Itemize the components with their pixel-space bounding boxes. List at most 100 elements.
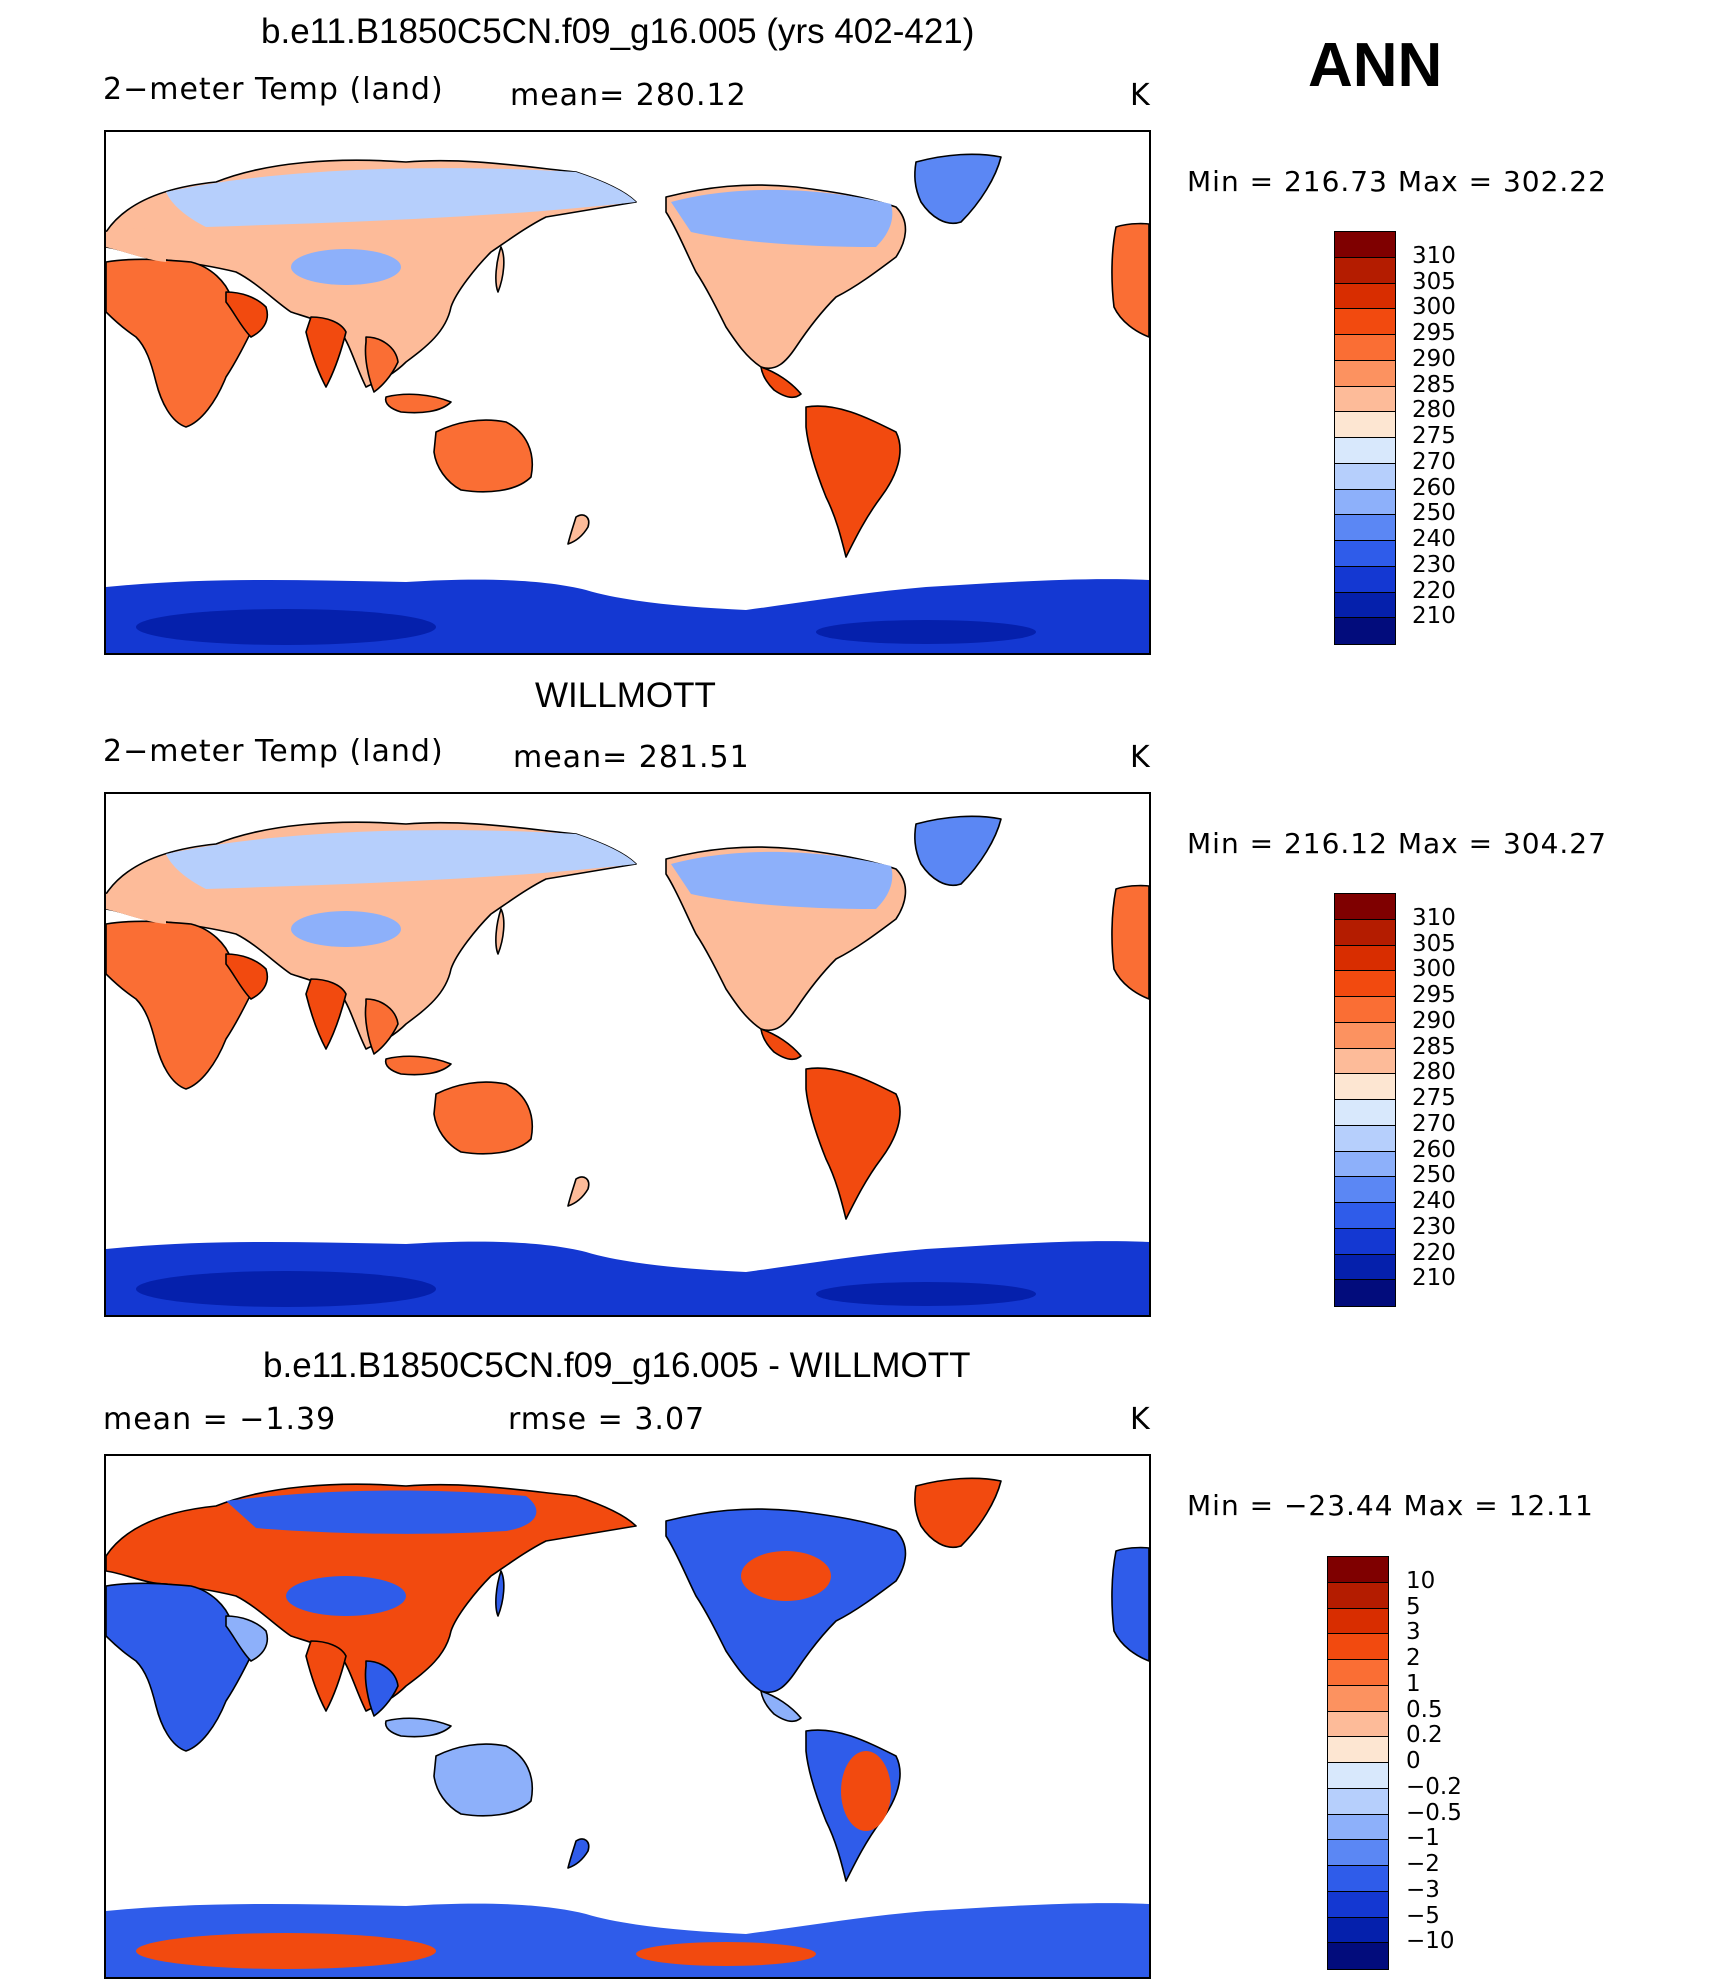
colorbar-tick-label: 275 (1412, 1085, 1456, 1111)
colorbar-tick-label: 300 (1412, 956, 1456, 983)
sa-warm-patch-shape (841, 1751, 891, 1831)
colorbar-tick-label: −10 (1406, 1928, 1455, 1955)
tibet-cold-shape (291, 911, 401, 947)
colorbar-tick-label: −0.2 (1406, 1773, 1462, 1800)
africa-shape (106, 1582, 257, 1752)
siberia-cold-band-shape (166, 830, 636, 889)
colorbar-swatch (1335, 1280, 1395, 1306)
colorbar-tick-label: 1 (1406, 1670, 1421, 1697)
colorbar-swatch (1328, 1711, 1388, 1738)
colorbar-tick-label: 220 (1412, 577, 1456, 604)
colorbar-swatch (1335, 463, 1395, 490)
colorbar-tick-label: 295 (1412, 982, 1456, 1008)
colorbar-swatch (1328, 1737, 1388, 1763)
colorbar-swatch (1328, 1557, 1388, 1583)
arabia-shape (225, 1615, 269, 1662)
colorbar-tick-label: 310 (1412, 904, 1456, 931)
colorbar-tick-label: 210 (1412, 1265, 1456, 1292)
panel-1-units-label: K (1130, 78, 1151, 113)
colorbar-tick-label: 270 (1412, 448, 1456, 475)
colorbar-swatch (1328, 1814, 1388, 1841)
colorbar-tick-label: 220 (1412, 1239, 1456, 1266)
colorbar-swatch (1335, 541, 1395, 567)
arabia-shape (225, 291, 269, 338)
colorbar-swatch (1328, 1634, 1388, 1660)
panel-3-title: b.e11.B1850C5CN.f09_g16.005 - WILLMOTT (263, 1346, 971, 1385)
colorbar-swatch (1328, 1866, 1388, 1892)
antarctica-interior-shape (136, 1933, 436, 1969)
indonesia-shape (384, 393, 452, 414)
colorbar-swatch (1328, 1582, 1388, 1609)
colorbar-tick-label: 0.2 (1406, 1722, 1443, 1749)
panel-3-map (104, 1454, 1151, 1979)
africa-shape (106, 258, 257, 428)
colorbar-swatch (1335, 971, 1395, 997)
colorbar-swatch (1335, 1022, 1395, 1049)
colorbar-swatch (1328, 1660, 1388, 1686)
panel-2-minmax: Min = 216.12 Max = 304.27 (1187, 827, 1607, 860)
panel-1-title: b.e11.B1850C5CN.f09_g16.005 (yrs 402-421… (261, 12, 975, 51)
australia-shape (433, 419, 533, 493)
panel-1-variable-label: 2−meter Temp (land) (103, 72, 444, 107)
colorbar-swatch (1335, 412, 1395, 438)
new-zealand-shape (567, 1176, 590, 1207)
australia-shape (433, 1743, 533, 1817)
colorbar-tick-label: −3 (1406, 1876, 1440, 1903)
colorbar-swatch (1335, 1100, 1395, 1126)
west-africa-europe-edge-shape (1111, 1546, 1149, 1662)
europe-cool-shape (106, 228, 166, 262)
colorbar-tick-label: 260 (1412, 474, 1456, 501)
colorbar-tick-label: 0.5 (1406, 1696, 1443, 1723)
colorbar-swatch (1335, 1203, 1395, 1229)
colorbar-swatch (1335, 566, 1395, 593)
india-shape (305, 316, 347, 388)
colorbar-swatch (1328, 1685, 1388, 1712)
tibet-diff-shape (286, 1576, 406, 1616)
colorbar-swatch (1335, 1177, 1395, 1203)
colorbar-swatch (1328, 1788, 1388, 1815)
west-africa-europe-edge-shape (1111, 222, 1149, 338)
west-africa-europe-edge-shape (1111, 884, 1149, 1000)
europe-cool-shape (106, 890, 166, 924)
colorbar-swatch (1328, 1943, 1388, 1969)
australia-shape (433, 1081, 533, 1155)
siberia-diff-shape (226, 1490, 537, 1534)
colorbar-tick-label: 250 (1412, 500, 1456, 527)
colorbar-swatch (1335, 1254, 1395, 1281)
south-america-shape (805, 1067, 901, 1220)
colorbar-tick-label: 295 (1412, 320, 1456, 346)
central-america-shape (760, 1028, 802, 1061)
colorbar-tick-label: 285 (1412, 371, 1456, 398)
colorbar-swatch (1328, 1608, 1388, 1635)
colorbar-swatch (1328, 1763, 1388, 1789)
colorbar-tick-label: 290 (1412, 345, 1456, 372)
colorbar-tick-label: 250 (1412, 1162, 1456, 1189)
panel-2-variable-label: 2−meter Temp (land) (103, 734, 444, 769)
south-america-shape (805, 405, 901, 558)
colorbar-tick-label: −0.5 (1406, 1799, 1462, 1826)
siberia-cold-band-shape (166, 168, 636, 227)
colorbar-tick-label: 240 (1412, 1188, 1456, 1214)
colorbar-swatch (1335, 997, 1395, 1023)
colorbar-swatch (1335, 894, 1395, 920)
colorbar-tick-label: 260 (1412, 1136, 1456, 1163)
new-zealand-shape (567, 1838, 590, 1869)
colorbar-swatch (1328, 1891, 1388, 1918)
panel-3-minmax: Min = −23.44 Max = 12.11 (1187, 1489, 1594, 1522)
colorbar-swatch (1335, 1151, 1395, 1178)
colorbar-swatch (1335, 360, 1395, 387)
colorbar-tick-label: 240 (1412, 526, 1456, 552)
colorbar-swatch (1335, 335, 1395, 361)
india-shape (305, 978, 347, 1050)
panel-3-rmse-label: rmse = 3.07 (508, 1402, 706, 1437)
japan-shape (495, 1570, 505, 1617)
panel-3-map-svg (106, 1477, 1149, 1977)
panel-3-mean-label: mean = −1.39 (103, 1402, 337, 1437)
colorbar-swatch (1335, 438, 1395, 464)
colorbar-tick-label: 230 (1412, 1213, 1456, 1240)
colorbar-swatch (1335, 945, 1395, 972)
colorbar-swatch (1335, 618, 1395, 644)
colorbar-swatch (1335, 592, 1395, 619)
colorbar-swatch (1328, 1840, 1388, 1866)
antarctica-interior-shape (136, 1271, 436, 1307)
